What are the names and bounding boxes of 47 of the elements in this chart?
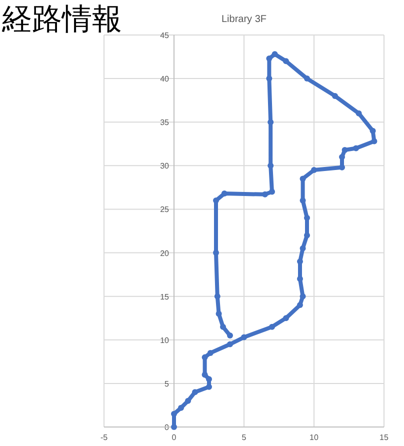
point bbox=[220, 324, 226, 330]
x-tick-label: -5 bbox=[100, 433, 108, 442]
point bbox=[227, 332, 233, 339]
point bbox=[300, 245, 306, 252]
point bbox=[283, 58, 289, 64]
point bbox=[262, 191, 268, 198]
point bbox=[283, 315, 289, 322]
point bbox=[192, 389, 198, 396]
chart-title: Library 3F bbox=[221, 14, 267, 25]
point bbox=[297, 302, 303, 308]
x-tick-label: 10 bbox=[310, 433, 319, 442]
x-tick-label: 5 bbox=[242, 433, 247, 442]
point bbox=[370, 128, 376, 134]
point bbox=[269, 188, 275, 195]
point bbox=[332, 92, 338, 99]
point bbox=[339, 154, 345, 160]
point bbox=[227, 341, 233, 348]
point bbox=[304, 76, 310, 82]
point bbox=[207, 350, 214, 356]
x-tick-label: 0 bbox=[172, 433, 177, 442]
point bbox=[297, 258, 303, 264]
y-tick-label: 10 bbox=[160, 336, 170, 345]
point bbox=[221, 190, 228, 197]
point bbox=[185, 398, 191, 404]
y-tick-label: 5 bbox=[164, 379, 170, 388]
point bbox=[178, 404, 184, 411]
y-tick-label: 30 bbox=[160, 162, 170, 171]
point bbox=[300, 198, 306, 204]
y-tick-label: 25 bbox=[160, 205, 170, 214]
y-tick-label: 20 bbox=[160, 248, 170, 258]
point bbox=[371, 138, 378, 144]
point bbox=[300, 293, 306, 300]
x-tick-label: 15 bbox=[380, 433, 389, 442]
point bbox=[342, 146, 348, 153]
point bbox=[171, 424, 177, 430]
point bbox=[241, 334, 247, 340]
point bbox=[353, 145, 359, 152]
y-tick-label: 15 bbox=[160, 292, 170, 302]
point bbox=[311, 167, 317, 174]
point bbox=[356, 110, 362, 116]
point bbox=[269, 324, 275, 330]
point bbox=[272, 51, 278, 58]
annotation: 経路情報 bbox=[1, 2, 122, 37]
y-tick-label: 45 bbox=[160, 31, 170, 40]
point bbox=[216, 310, 222, 317]
y-tick-label: 35 bbox=[160, 118, 170, 128]
y-tick-label: 40 bbox=[160, 74, 170, 84]
